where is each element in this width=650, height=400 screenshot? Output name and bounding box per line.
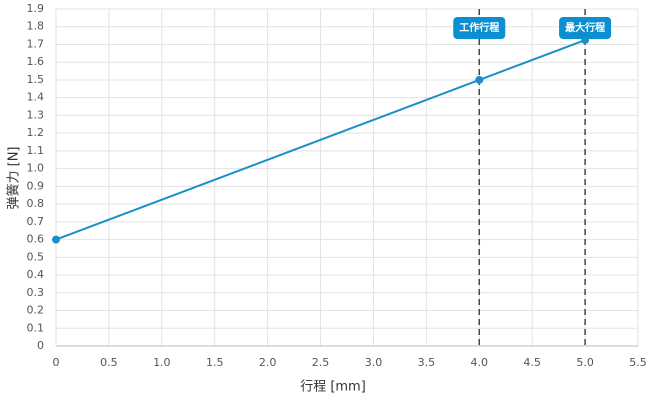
y-tick-label: 0.8: [27, 197, 45, 210]
x-tick-label: 0: [53, 356, 60, 369]
y-tick-label: 0.4: [27, 268, 45, 281]
y-tick-label: 0.5: [27, 250, 45, 263]
point: [52, 235, 60, 244]
y-axis-title: 弹簧力 [N]: [6, 146, 22, 209]
y-tick-label: 1.9: [27, 2, 45, 15]
x-tick-label: 4.5: [523, 356, 541, 369]
x-tick-label: 5.0: [576, 356, 594, 369]
point: [581, 36, 590, 45]
y-tick-label: 0: [37, 339, 44, 352]
x-tick-label: 2.5: [312, 356, 330, 369]
x-tick-label: 0.5: [100, 356, 118, 369]
y-tick-label: 1.1: [27, 144, 45, 157]
x-tick-label: 4.0: [471, 356, 489, 369]
x-tick-label: 1.0: [153, 356, 171, 369]
y-tick-label: 1.5: [27, 73, 45, 86]
y-tick-label: 1.4: [27, 91, 45, 104]
y-tick-label: 0.7: [27, 215, 45, 228]
x-axis-title: 行程 [mm]: [300, 380, 366, 395]
y-tick-label: 1.2: [27, 126, 45, 139]
y-tick-label: 1.7: [27, 37, 45, 50]
annotation-badge: [453, 17, 506, 39]
y-tick-label: 0.6: [27, 233, 45, 246]
point: [475, 75, 484, 84]
annotation-badge: [559, 17, 612, 39]
annotation-label: 最大行程: [565, 21, 605, 34]
x-tick-label: 1.5: [206, 356, 224, 369]
y-tick-label: 0.1: [27, 321, 45, 334]
y-tick-label: 0.3: [27, 286, 45, 299]
y-tick-label: 0.9: [27, 179, 45, 192]
y-tick-label: 1.6: [27, 55, 45, 68]
x-tick-label: 2.0: [259, 356, 277, 369]
y-tick-label: 1.8: [27, 20, 45, 33]
y-tick-label: 1.0: [27, 162, 45, 175]
y-tick-label: 1.3: [27, 108, 45, 121]
x-tick-label: 3.0: [365, 356, 383, 369]
y-tick-label: 0.2: [27, 304, 45, 317]
annotation-label: 工作行程: [459, 21, 499, 34]
x-tick-label: 5.5: [629, 356, 647, 369]
x-tick-label: 3.5: [418, 356, 436, 369]
